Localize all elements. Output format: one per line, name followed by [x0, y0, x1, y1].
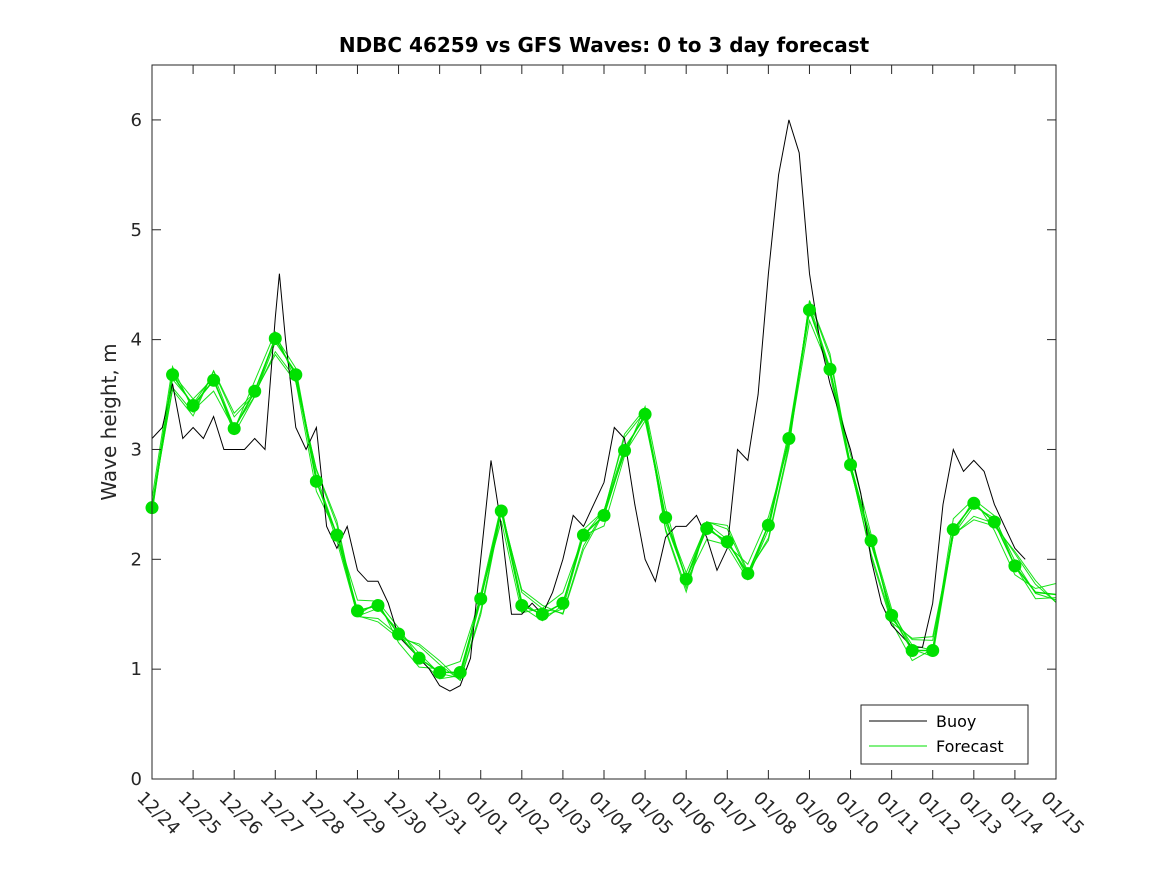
- forecast-marker: [618, 444, 632, 458]
- forecast-marker: [1008, 559, 1022, 573]
- forecast-marker: [679, 572, 693, 586]
- forecast-marker: [207, 373, 221, 387]
- x-tick-label: 12/25: [174, 788, 226, 840]
- forecast-marker: [474, 592, 488, 606]
- forecast-marker: [659, 511, 673, 525]
- forecast-marker: [412, 651, 426, 665]
- forecast-marker: [720, 535, 734, 549]
- forecast-marker: [926, 643, 940, 657]
- x-tick-label: 12/24: [132, 788, 184, 840]
- forecast-marker: [576, 528, 590, 542]
- forecast-marker: [885, 608, 899, 622]
- y-tick-label: 5: [131, 220, 142, 241]
- forecast-marker: [802, 303, 816, 317]
- buoy-line-layer: [151, 119, 1026, 692]
- forecast-marker: [453, 665, 467, 679]
- x-tick-label: 01/05: [626, 788, 678, 840]
- x-tick-label: 01/06: [667, 788, 719, 840]
- forecast-marker: [535, 607, 549, 621]
- forecast-marker: [905, 643, 919, 657]
- y-tick-label: 0: [131, 769, 142, 790]
- legend-forecast-label: Forecast: [936, 737, 1004, 756]
- forecast-marker: [309, 474, 323, 488]
- forecast-marker: [700, 522, 714, 536]
- forecast-marker: [741, 567, 755, 581]
- forecast-marker-layer: [145, 303, 1022, 679]
- legend-buoy-label: Buoy: [936, 712, 976, 731]
- x-tick-label: 12/26: [215, 788, 267, 840]
- plot-background: [152, 65, 1056, 779]
- forecast-marker: [844, 458, 858, 472]
- forecast-marker: [987, 515, 1001, 529]
- y-axis: 0 1 2 3 4 5 6: [131, 110, 1056, 790]
- forecast-marker: [330, 528, 344, 542]
- forecast-marker: [289, 368, 303, 382]
- x-tick-label: 01/08: [749, 788, 801, 840]
- forecast-marker: [638, 407, 652, 421]
- forecast-marker: [166, 368, 180, 382]
- legend: Buoy Forecast: [860, 704, 1029, 765]
- forecast-marker: [556, 596, 570, 610]
- forecast-marker: [227, 422, 241, 436]
- forecast-marker: [433, 665, 447, 679]
- forecast-marker: [186, 399, 200, 413]
- x-tick-label: 01/13: [954, 788, 1006, 840]
- x-tick-label: 01/10: [831, 788, 883, 840]
- y-tick-label: 2: [131, 549, 142, 570]
- x-tick-label: 12/31: [420, 788, 472, 840]
- forecast-marker: [864, 534, 878, 548]
- plot-area: [145, 64, 1057, 780]
- x-tick-label: 01/15: [1036, 788, 1088, 840]
- y-tick-label: 6: [131, 110, 142, 131]
- x-tick-label: 12/30: [379, 788, 431, 840]
- forecast-marker: [782, 431, 796, 445]
- forecast-marker: [248, 384, 262, 398]
- legend-box: [860, 704, 1029, 765]
- x-tick-label: 01/04: [584, 788, 636, 840]
- x-tick-label: 01/14: [995, 788, 1047, 840]
- x-tick-label: 01/07: [708, 788, 760, 840]
- x-tick-label: 12/28: [297, 788, 349, 840]
- forecast-marker: [761, 518, 775, 532]
- forecast-marker: [268, 332, 282, 346]
- forecast-marker: [967, 496, 981, 510]
- x-tick-label: 12/29: [338, 788, 390, 840]
- buoy-line: [151, 119, 1026, 692]
- y-tick-label: 1: [131, 659, 142, 680]
- y-axis-label: Wave height, m: [97, 343, 121, 500]
- forecast-marker: [371, 598, 385, 612]
- forecast-marker: [494, 504, 508, 518]
- y-tick-label: 4: [131, 330, 142, 351]
- x-tick-label: 12/27: [256, 788, 308, 840]
- x-tick-label: 01/01: [461, 788, 513, 840]
- forecast-marker: [515, 598, 529, 612]
- x-tick-label: 01/02: [502, 788, 554, 840]
- forecast-marker: [946, 523, 960, 537]
- forecast-marker: [350, 604, 364, 618]
- forecast-marker: [597, 508, 611, 522]
- forecast-ensemble-line: [151, 318, 1057, 670]
- x-tick-label: 01/09: [790, 788, 842, 840]
- y-tick-label: 3: [131, 439, 142, 460]
- x-tick-label: 01/11: [872, 788, 924, 840]
- forecast-marker: [823, 362, 837, 376]
- chart-title: NDBC 46259 vs GFS Waves: 0 to 3 day fore…: [339, 33, 870, 57]
- forecast-marker: [392, 627, 406, 641]
- x-tick-label: 01/03: [543, 788, 595, 840]
- x-tick-label: 01/12: [913, 788, 965, 840]
